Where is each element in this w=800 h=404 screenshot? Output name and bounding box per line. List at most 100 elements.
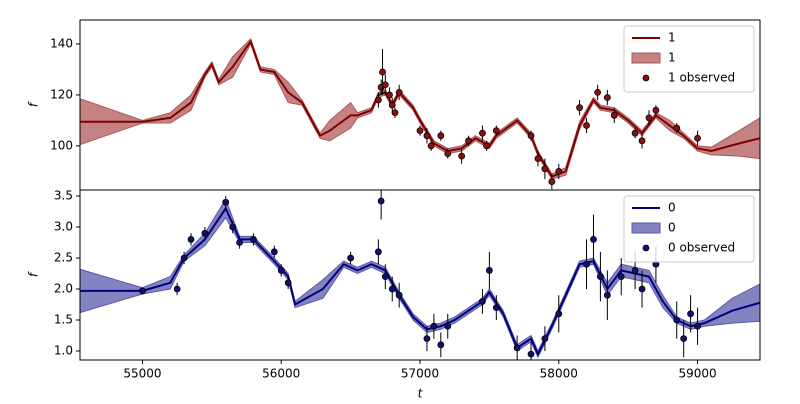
observation bbox=[173, 285, 181, 293]
observation bbox=[430, 322, 438, 330]
observation bbox=[180, 254, 188, 262]
observation bbox=[437, 341, 445, 349]
legend: 1 1 1 observed bbox=[623, 25, 755, 93]
observation bbox=[583, 260, 590, 268]
y-tick-label: 3.0 bbox=[54, 220, 73, 234]
observation bbox=[513, 344, 521, 352]
observation bbox=[437, 132, 445, 140]
observation bbox=[687, 310, 695, 318]
observation bbox=[374, 248, 382, 256]
observation bbox=[594, 88, 602, 96]
observation bbox=[458, 152, 466, 160]
x-tick-label: 59000 bbox=[678, 367, 716, 381]
y-tick-label: 2.0 bbox=[54, 282, 73, 296]
observation bbox=[638, 137, 646, 145]
observation bbox=[631, 267, 639, 274]
x-tick-label: 57000 bbox=[401, 367, 439, 381]
x-tick-label: 55000 bbox=[123, 367, 161, 381]
observation bbox=[483, 142, 491, 150]
observation bbox=[603, 291, 611, 299]
x-axis-label: t bbox=[418, 387, 424, 401]
observation bbox=[590, 236, 597, 243]
observation bbox=[638, 285, 646, 293]
observation bbox=[187, 236, 195, 243]
observation bbox=[444, 322, 452, 330]
legend-label: 1 bbox=[668, 31, 676, 45]
legend-box bbox=[623, 25, 755, 93]
y-tick-label: 120 bbox=[50, 87, 73, 101]
legend-label: 0 bbox=[668, 201, 676, 215]
observation bbox=[680, 335, 688, 343]
observation bbox=[597, 273, 604, 281]
observation bbox=[222, 198, 230, 206]
observation bbox=[541, 165, 549, 173]
legend-label: 1 observed bbox=[668, 71, 735, 85]
observation bbox=[673, 124, 681, 132]
y-tick-label: 1.5 bbox=[54, 313, 73, 327]
x-tick-label: 56000 bbox=[262, 367, 300, 381]
observation bbox=[694, 322, 701, 330]
y-tick-label: 3.5 bbox=[54, 189, 73, 203]
observation bbox=[603, 94, 611, 101]
observation bbox=[631, 129, 639, 137]
observation bbox=[534, 155, 542, 163]
observation bbox=[694, 134, 701, 142]
observation bbox=[250, 236, 257, 243]
observation bbox=[377, 197, 385, 205]
observation bbox=[395, 88, 403, 96]
observation bbox=[423, 132, 431, 140]
y-tick-label: 1.0 bbox=[54, 344, 73, 358]
observation bbox=[201, 229, 209, 237]
observation bbox=[576, 104, 583, 112]
observation bbox=[381, 273, 389, 281]
observation bbox=[347, 254, 355, 262]
observation bbox=[277, 267, 285, 274]
legend-label: 0 observed bbox=[668, 241, 735, 255]
observation bbox=[479, 298, 486, 305]
observation bbox=[652, 106, 660, 114]
legend-patch bbox=[631, 52, 661, 64]
legend-label: 0 bbox=[668, 221, 676, 235]
observation bbox=[270, 248, 278, 256]
observation bbox=[236, 239, 243, 246]
observation bbox=[492, 127, 500, 135]
y-tick-label: 2.5 bbox=[54, 251, 73, 265]
y-axis-label: f bbox=[27, 271, 41, 277]
observation bbox=[527, 132, 535, 140]
plot-area bbox=[80, 37, 760, 190]
legend-box bbox=[623, 195, 755, 263]
observation bbox=[555, 167, 563, 175]
legend: 0 0 0 observed bbox=[623, 195, 755, 263]
legend-marker bbox=[642, 244, 650, 252]
observation bbox=[444, 150, 452, 157]
legend-patch bbox=[631, 222, 661, 234]
observation bbox=[229, 223, 237, 231]
observation bbox=[485, 267, 493, 274]
observation bbox=[388, 285, 396, 293]
observation bbox=[391, 109, 399, 117]
x-tick-label: 58000 bbox=[540, 367, 578, 381]
observation bbox=[583, 122, 590, 129]
observation bbox=[541, 335, 549, 343]
observation bbox=[548, 178, 556, 185]
observation bbox=[492, 304, 500, 312]
observation bbox=[284, 279, 292, 287]
observation bbox=[555, 310, 563, 318]
legend-label: 1 bbox=[668, 51, 676, 65]
observation bbox=[374, 96, 382, 104]
observation bbox=[395, 291, 403, 299]
observation bbox=[423, 335, 431, 343]
observation bbox=[645, 114, 653, 122]
confidence-band bbox=[80, 37, 760, 180]
y-tick-label: 140 bbox=[50, 36, 73, 50]
observation bbox=[381, 81, 389, 89]
legend-marker bbox=[642, 74, 650, 82]
observation bbox=[139, 287, 146, 295]
observation bbox=[416, 127, 424, 135]
observation bbox=[479, 129, 486, 137]
observation bbox=[617, 273, 625, 281]
observation bbox=[386, 91, 393, 99]
y-tick-label: 100 bbox=[50, 138, 73, 152]
observation bbox=[465, 137, 472, 145]
